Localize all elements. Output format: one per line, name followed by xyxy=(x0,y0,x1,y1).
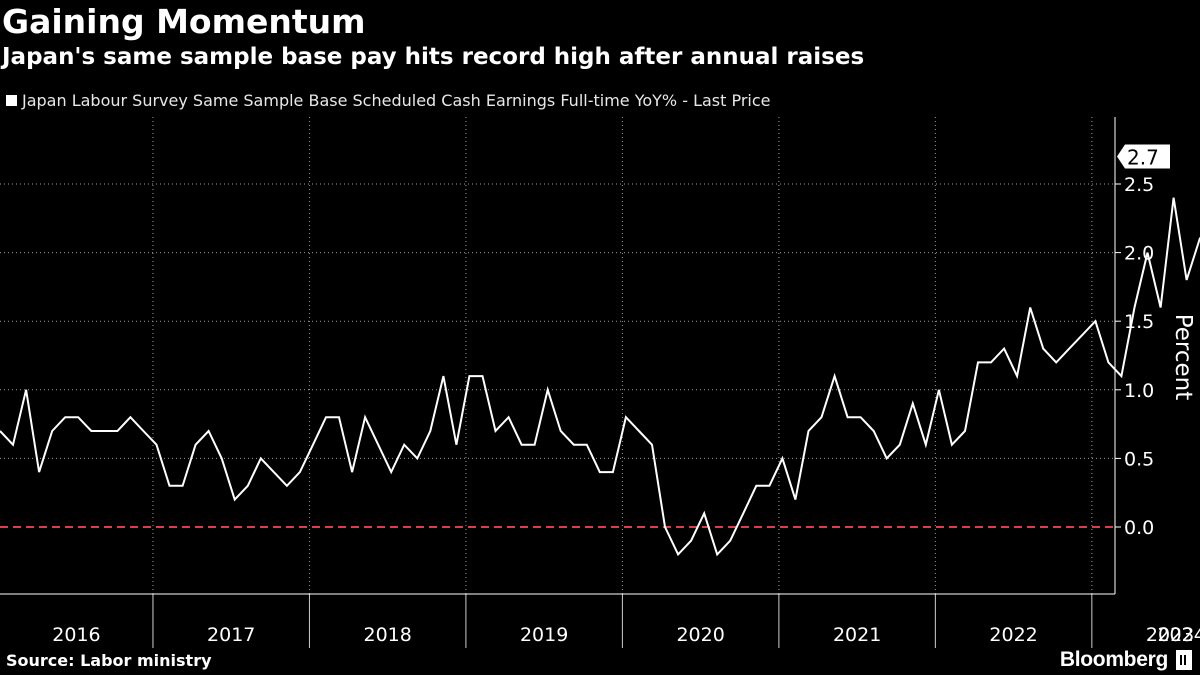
legend: Japan Labour Survey Same Sample Base Sch… xyxy=(6,91,771,110)
x-tick-label: 2019 xyxy=(520,624,568,646)
y-tick-label: 1.5 xyxy=(1124,311,1154,333)
x-tick-label: 2021 xyxy=(833,624,881,646)
x-tick-label: 2017 xyxy=(207,624,255,646)
x-tick-label: 2020 xyxy=(676,624,724,646)
x-tick-label: 2023 xyxy=(1146,624,1194,646)
series-line xyxy=(0,197,1200,557)
brand-logo: Bloomberg xyxy=(1060,648,1192,672)
x-tick-label: 2018 xyxy=(364,624,412,646)
last-value-callout xyxy=(1117,144,1170,169)
x-tick-label: 2024 xyxy=(1157,624,1200,646)
chart-subtitle: Japan's same sample base pay hits record… xyxy=(2,44,865,70)
brand-name: Bloomberg xyxy=(1059,648,1168,671)
y-tick-label: 0.0 xyxy=(1124,517,1154,539)
y-tick-label: 1.0 xyxy=(1124,380,1154,402)
source-note: Source: Labor ministry xyxy=(6,651,212,670)
chart-title: Gaining Momentum xyxy=(2,2,366,41)
x-tick-label: 2022 xyxy=(989,624,1037,646)
y-axis-title: Percent xyxy=(1170,314,1196,401)
y-tick-label: 0.5 xyxy=(1124,448,1154,470)
x-tick-label: 2016 xyxy=(52,624,100,646)
last-value-label: 2.7 xyxy=(1127,146,1159,170)
legend-label: Japan Labour Survey Same Sample Base Sch… xyxy=(22,91,771,110)
y-tick-label: 2.5 xyxy=(1124,174,1154,196)
legend-swatch xyxy=(6,95,17,106)
bloomberg-terminal-icon xyxy=(1176,650,1192,670)
